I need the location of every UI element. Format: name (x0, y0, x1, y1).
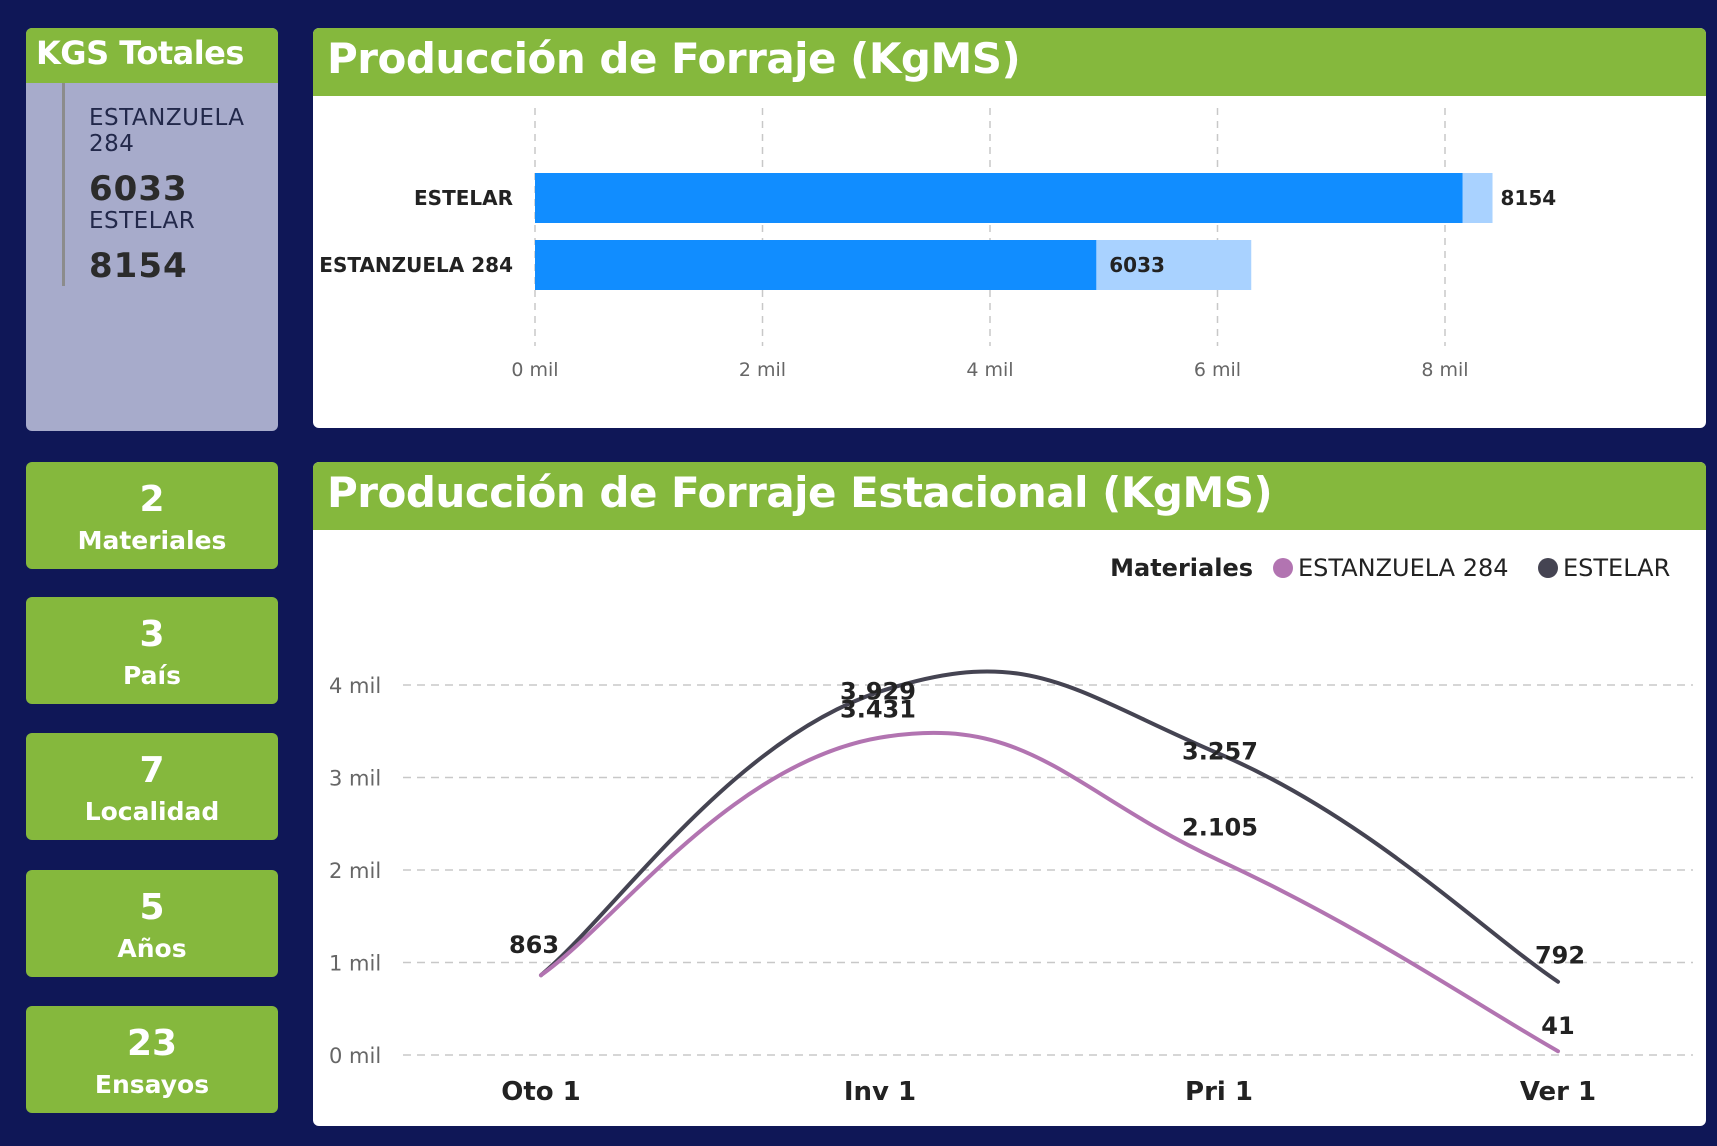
kgs-item-estanzuela: ESTANZUELA 284 6033 (62, 83, 278, 209)
line-chart-panel: Producción de Forraje Estacional (KgMS) … (313, 462, 1706, 1126)
data-label: 41 (1541, 1012, 1574, 1040)
data-label: 3.431 (840, 696, 916, 724)
kgs-totales-title: KGS Totales (26, 28, 278, 83)
kpi-ensayos: 23 Ensayos (26, 1006, 278, 1113)
legend-title: Materiales (1110, 554, 1253, 582)
x-category-label: Pri 1 (1185, 1077, 1253, 1107)
data-label: 2.105 (1182, 813, 1258, 841)
legend-label: ESTELAR (1563, 554, 1670, 582)
bar-chart: 0 mil 2 mil 4 mil 6 mil 8 mil ESTELAR 8154 ESTA… (319, 108, 1557, 381)
bar-data-label: 8154 (1501, 186, 1557, 210)
data-label: 863 (509, 931, 559, 959)
kgs-item-estelar: ESTELAR 8154 (62, 186, 195, 286)
kpi-value: 3 (139, 614, 165, 655)
kgs-item-value: 8154 (89, 246, 188, 286)
kpi-label: Años (117, 934, 187, 963)
kpi-pais: 3 País (26, 597, 278, 704)
bar (535, 240, 1097, 290)
kpi-value: 23 (126, 1023, 178, 1064)
series-line (539, 669, 1560, 984)
y-tick-label: 4 mil (329, 674, 381, 698)
data-label: 792 (1535, 942, 1585, 970)
y-tick-label: 3 mil (329, 767, 381, 791)
x-tick-label: 6 mil (1194, 359, 1241, 381)
kgs-item-name: ESTANZUELA 284 (89, 105, 245, 157)
kgs-totales-card: KGS Totales ESTANZUELA 284 6033 ESTELAR … (26, 28, 278, 431)
line-chart-title: Producción de Forraje Estacional (KgMS) (313, 462, 1706, 530)
y-tick-label: 2 mil (329, 859, 381, 883)
bar-chart-title: Producción de Forraje (KgMS) (313, 28, 1706, 96)
kpi-value: 2 (139, 479, 165, 520)
x-tick-label: 2 mil (739, 359, 786, 381)
x-category-label: Oto 1 (501, 1077, 581, 1107)
kgs-item-name: ESTELAR (89, 208, 196, 234)
kpi-value: 5 (139, 887, 165, 928)
x-tick-label: 0 mil (511, 359, 558, 381)
kpi-localidad: 7 Localidad (26, 733, 278, 840)
x-category-label: Ver 1 (1520, 1077, 1596, 1107)
kpi-label: Materiales (77, 526, 227, 555)
kpi-label: Ensayos (94, 1070, 210, 1099)
line-chart: Materiales ESTANZUELA 284 ESTELAR 0 mil 1 mi… (329, 554, 1693, 1107)
kpi-materiales: 2 Materiales (26, 462, 278, 569)
series-line (539, 730, 1560, 1054)
kpi-label: País (123, 661, 181, 690)
x-tick-label: 8 mil (1421, 359, 1468, 381)
kpi-label: Localidad (84, 797, 220, 826)
bar-data-label: 6033 (1109, 253, 1165, 277)
y-tick-label: 0 mil (329, 1044, 381, 1068)
data-label: 3.929 (840, 678, 916, 706)
x-tick-label: 4 mil (966, 359, 1013, 381)
data-label: 3.257 (1182, 738, 1258, 766)
bar (535, 173, 1463, 223)
bar-category-label: ESTELAR (414, 186, 513, 210)
kpi-value: 7 (139, 750, 165, 791)
kpi-anos: 5 Años (26, 870, 278, 977)
bar-category-label: ESTANZUELA 284 (319, 253, 513, 277)
x-category-label: Inv 1 (844, 1077, 916, 1107)
legend-marker (1273, 558, 1293, 578)
kgs-item-value: 6033 (89, 169, 188, 209)
bar-chart-panel: Producción de Forraje (KgMS) 0 mil 2 mil 4… (313, 28, 1706, 428)
legend-label: ESTANZUELA 284 (1298, 554, 1509, 582)
legend-marker (1538, 558, 1558, 578)
y-tick-label: 1 mil (329, 952, 381, 976)
